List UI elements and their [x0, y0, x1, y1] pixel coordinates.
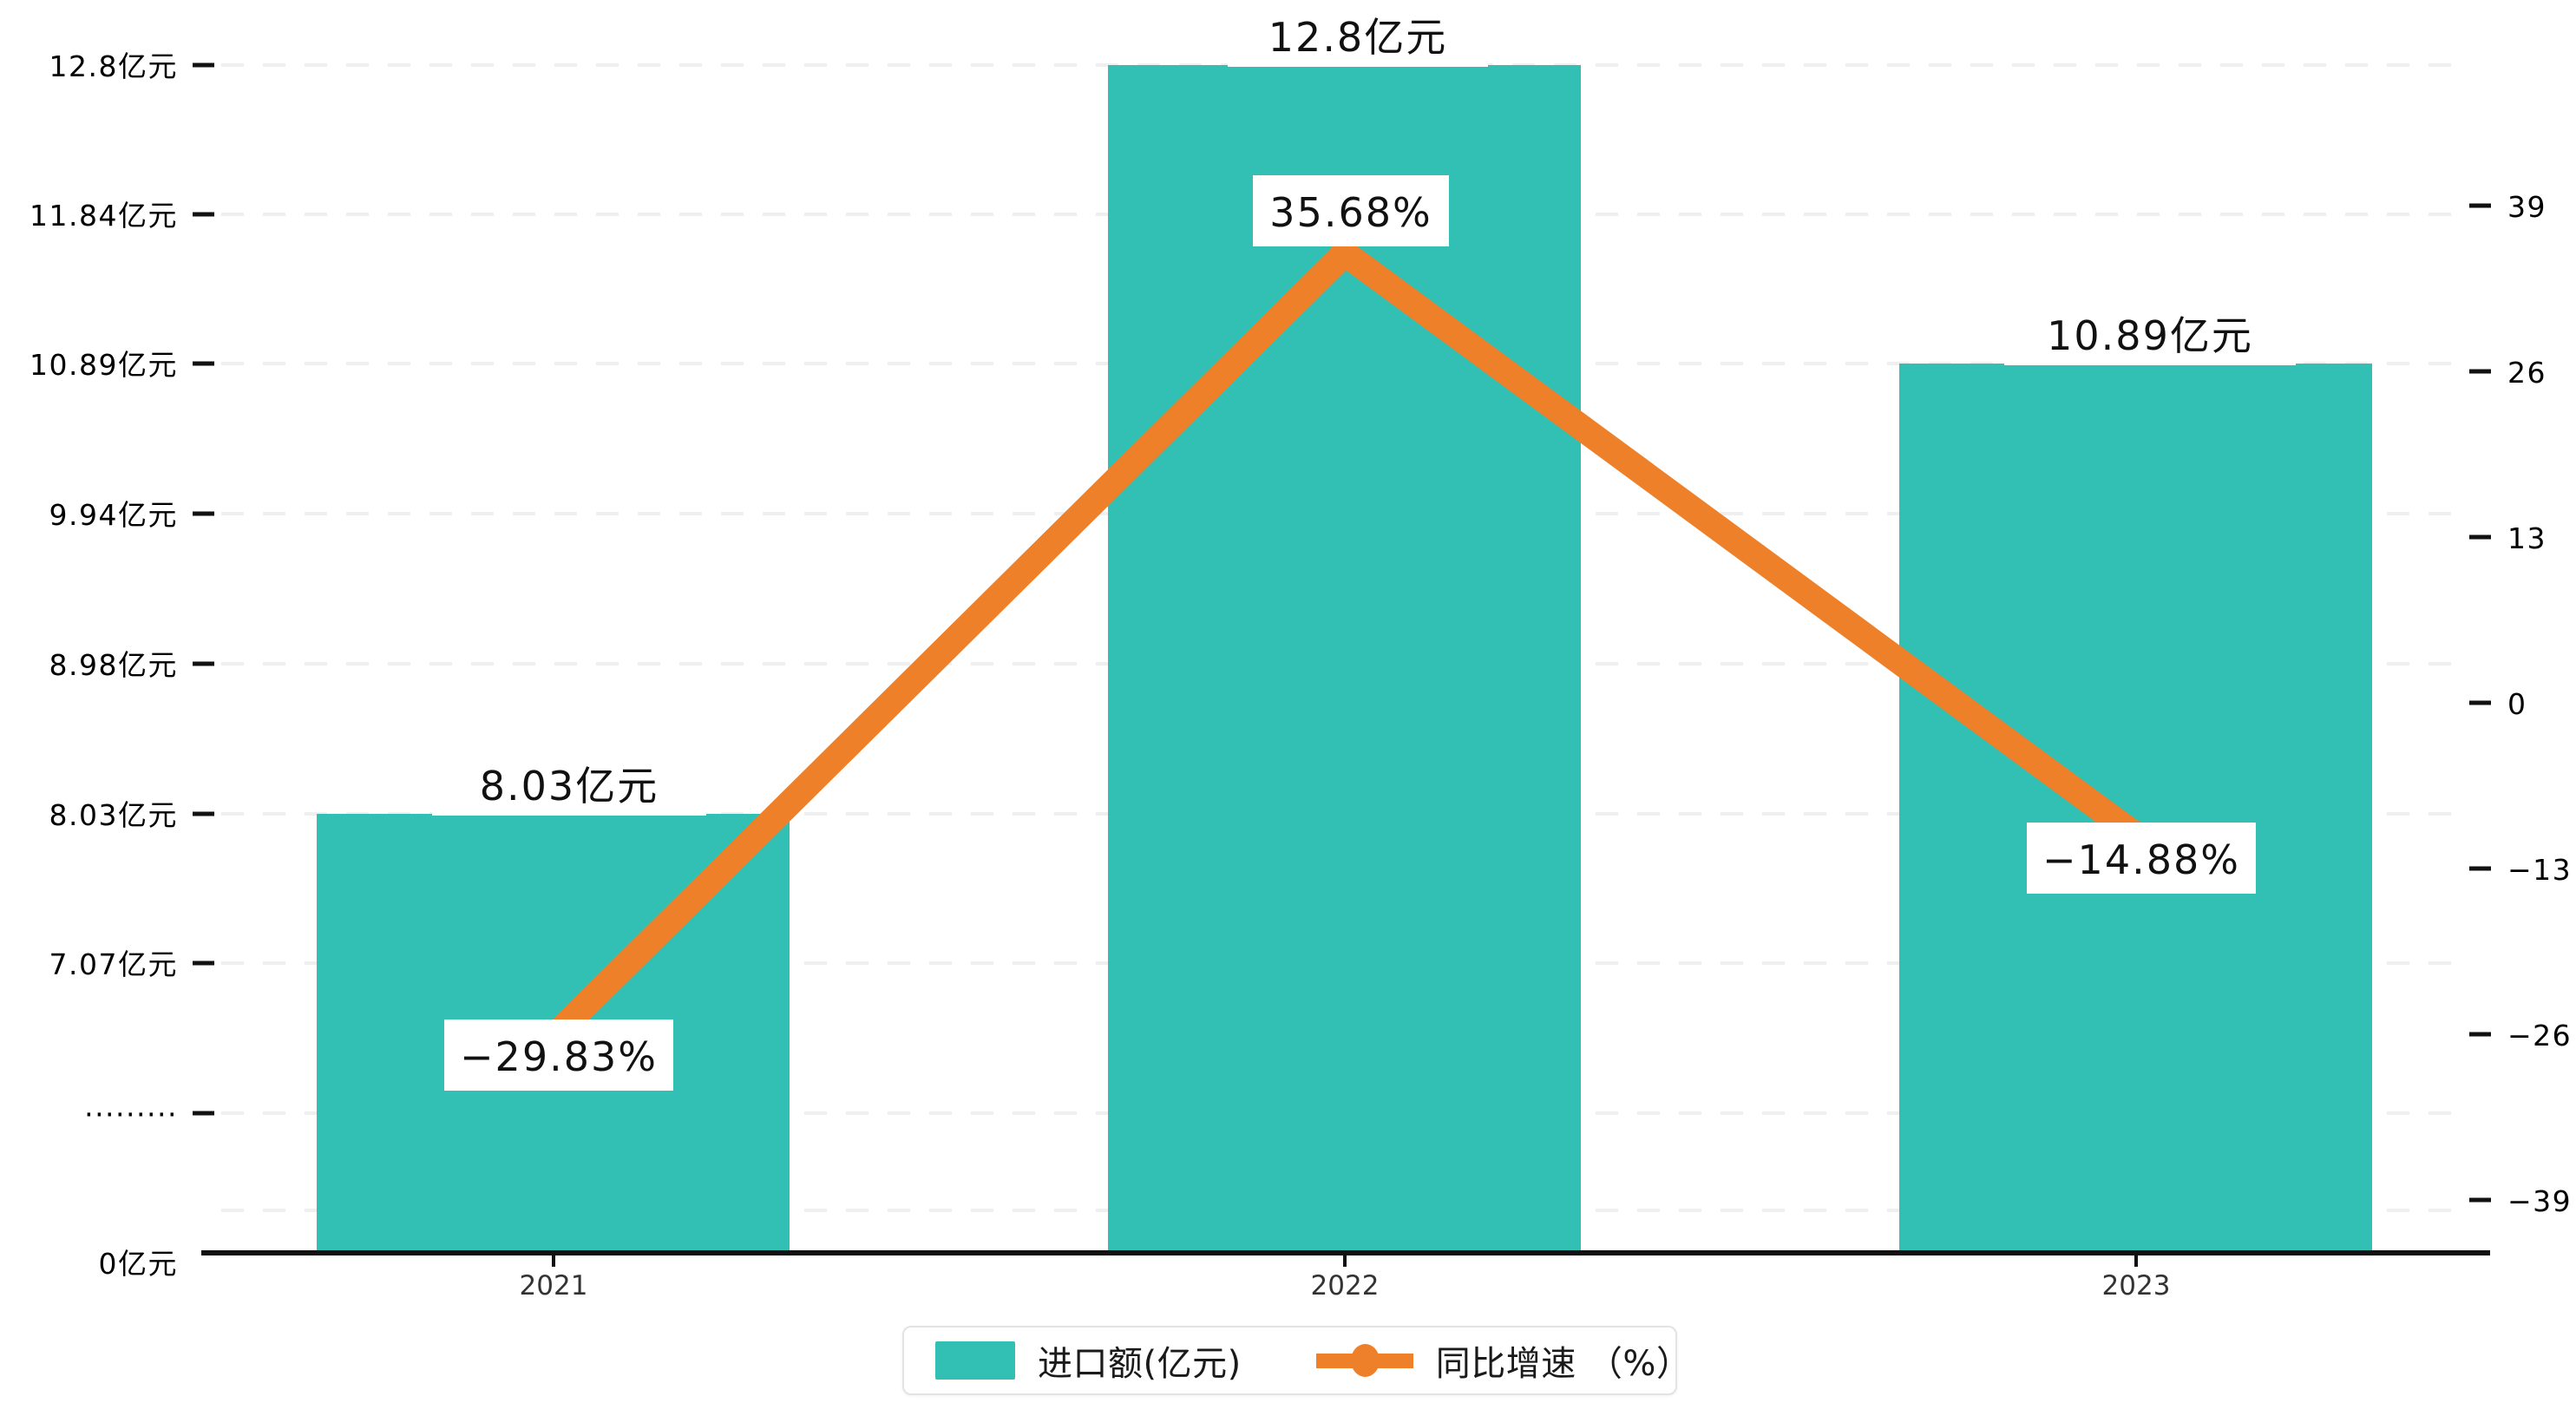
line-label-2022: 35.68%: [1253, 175, 1449, 246]
left-axis-ticks: [193, 62, 214, 1116]
bar-label-2022: 12.8亿元: [1228, 3, 1488, 67]
left-axis-tick-5: 8.03亿元: [49, 798, 178, 832]
left-axis-tick-6: 7.07亿元: [49, 947, 178, 981]
right-axis-ticks: [2469, 203, 2491, 1203]
line-label-2021-text: −29.83%: [460, 1033, 658, 1080]
bar-value-labels: 8.03亿元 12.8亿元 10.89亿元: [432, 3, 2296, 816]
bar-2023[interactable]: [1899, 364, 2372, 1252]
left-axis-tick-1: 11.84亿元: [29, 199, 178, 233]
x-axis-ticks: [552, 1253, 2138, 1267]
chart-legend: 进口额(亿元) 同比增速 （%）: [902, 1326, 1691, 1395]
line-label-2022-text: 35.68%: [1269, 189, 1432, 236]
right-axis-tick-2: 13: [2507, 521, 2547, 555]
line-label-2023: −14.88%: [2027, 823, 2256, 894]
line-value-labels: −29.83% 35.68% −14.88%: [444, 175, 2256, 1091]
right-axis-tick-3: 0: [2507, 687, 2527, 721]
line-label-2023-text: −14.88%: [2042, 836, 2240, 883]
x-axis-tick-2021: 2021: [520, 1270, 588, 1301]
bar-label-2023: 10.89亿元: [2004, 301, 2296, 365]
left-axis-labels: 12.8亿元 11.84亿元 10.89亿元 9.94亿元 8.98亿元 8.0…: [29, 49, 179, 1281]
legend-line-dot-swatch-icon: [1315, 1341, 1413, 1380]
legend-item-growth-rate-label: 同比增速 （%）: [1435, 1344, 1692, 1384]
right-axis-tick-5: −26: [2507, 1019, 2572, 1052]
left-axis-tick-2: 10.89亿元: [29, 348, 178, 382]
x-axis-tick-2022: 2022: [1311, 1270, 1380, 1301]
bar-label-2022-text: 12.8亿元: [1268, 14, 1447, 61]
legend-item-import-amount[interactable]: 进口额(亿元): [935, 1335, 1242, 1386]
x-axis-tick-2023: 2023: [2102, 1270, 2171, 1301]
x-axis-labels: 2021 2022 2023: [520, 1270, 2171, 1301]
left-axis-tick-3: 9.94亿元: [49, 498, 178, 532]
right-axis-labels: 39 26 13 0 −13 −26 −39: [2507, 190, 2572, 1218]
legend-item-growth-rate[interactable]: 同比增速 （%）: [1315, 1335, 1692, 1386]
left-axis-tick-8: 0亿元: [99, 1247, 179, 1281]
bar-label-2021-text: 8.03亿元: [480, 763, 659, 810]
left-axis-tick-0: 12.8亿元: [49, 49, 178, 83]
left-axis-tick-4: 8.98亿元: [49, 648, 178, 682]
legend-item-import-amount-label: 进口额(亿元): [1038, 1344, 1242, 1384]
bar-label-2023-text: 10.89亿元: [2047, 312, 2253, 359]
left-axis-tick-7: ·········: [84, 1098, 178, 1131]
right-axis-tick-6: −39: [2507, 1184, 2572, 1218]
right-axis-tick-1: 26: [2507, 356, 2547, 390]
line-label-2021: −29.83%: [444, 1019, 673, 1091]
right-axis-tick-4: −13: [2507, 853, 2572, 887]
right-axis-tick-0: 39: [2507, 190, 2547, 224]
legend-bar-swatch-icon: [935, 1341, 1015, 1380]
bar-label-2021: 8.03亿元: [432, 751, 706, 816]
